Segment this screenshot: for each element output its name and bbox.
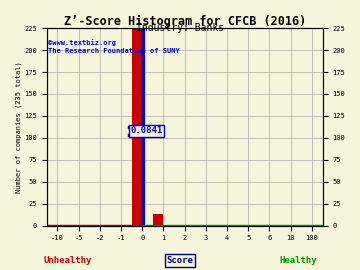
Text: Score: Score <box>167 256 193 265</box>
Y-axis label: Number of companies (235 total): Number of companies (235 total) <box>15 61 22 193</box>
Bar <box>132 28 142 226</box>
Text: Healthy: Healthy <box>279 256 317 265</box>
Title: Z’-Score Histogram for CFCB (2016): Z’-Score Histogram for CFCB (2016) <box>63 15 306 28</box>
Text: Industry: Banks: Industry: Banks <box>136 23 224 33</box>
Bar <box>141 28 144 226</box>
Text: ©www.textbiz.org: ©www.textbiz.org <box>48 39 116 46</box>
Text: Unhealthy: Unhealthy <box>43 256 91 265</box>
Text: The Research Foundation of SUNY: The Research Foundation of SUNY <box>48 48 180 54</box>
Bar <box>153 214 163 226</box>
Text: 0.0841: 0.0841 <box>131 126 163 135</box>
